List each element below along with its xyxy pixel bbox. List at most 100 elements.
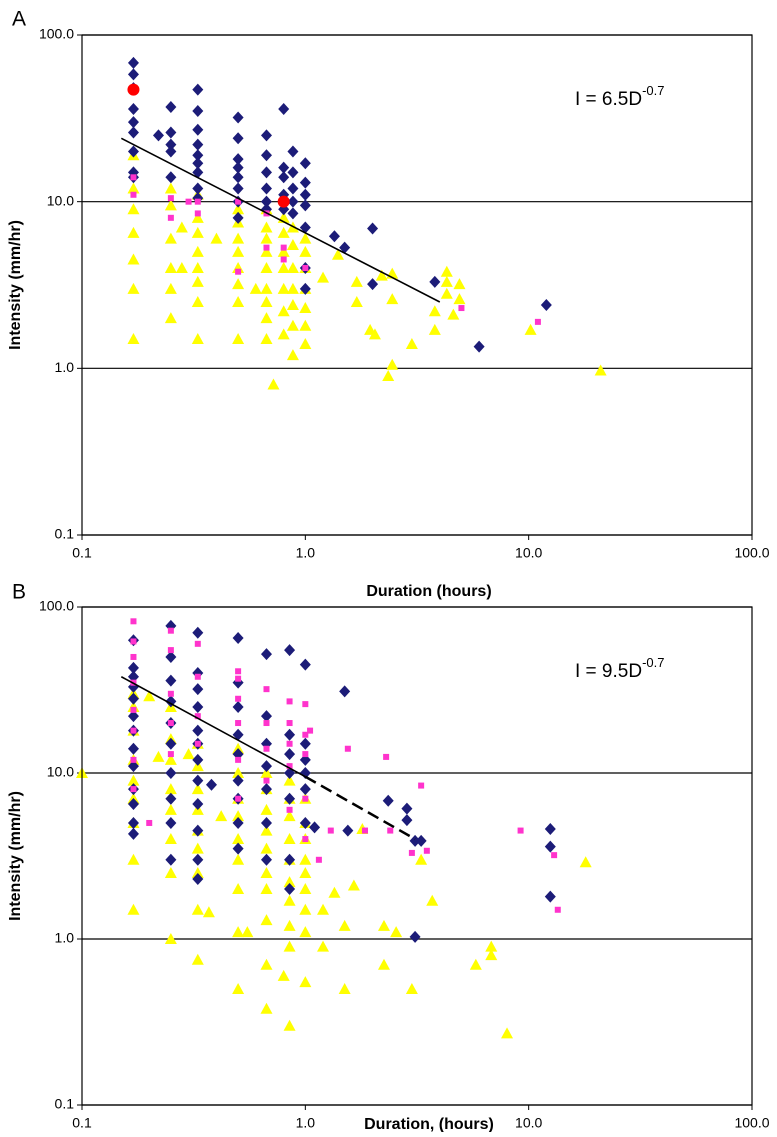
diamond-point [232,774,244,787]
diamond-point [192,182,204,195]
square-point [286,806,293,813]
square-point [423,847,430,854]
triangle-point [283,940,296,952]
triangle-point [382,369,395,381]
diamond-point [544,890,556,903]
triangle-point [286,238,299,250]
diamond-point [127,827,139,840]
diamond-point [287,182,299,195]
square-point [286,698,293,705]
y-tick-label: 100.0 [39,598,74,614]
triangle-point [299,883,312,895]
triangle-point [277,245,290,257]
x-tick-label: 10.0 [515,545,542,561]
square-point [263,745,270,752]
triangle-point [283,919,296,931]
triangle-point [260,883,273,895]
triangle-point [469,958,482,970]
triangle-point [191,261,204,273]
triangle-point [267,378,280,390]
triangle-point [277,261,290,273]
triangle-point [164,866,177,878]
diamond-point [127,116,139,129]
square-point [302,731,309,738]
triangle-point [260,842,273,854]
triangle-point [127,226,140,238]
triangle-point [283,1019,296,1031]
square-point [185,198,192,205]
diamond-point [299,176,311,189]
plot-area [82,35,752,535]
triangle-point [299,976,312,988]
triangle-point [241,926,254,938]
triangle-point [286,349,299,361]
triangle-point [390,926,403,938]
diamond-point [284,792,296,805]
diamond-point [232,700,244,713]
diamond-point [192,157,204,170]
triangle-point [164,833,177,845]
diamond-point [284,853,296,866]
diamond-point [192,824,204,837]
diamond-point [278,102,290,115]
diamond-point [232,111,244,124]
triangle-point [328,886,341,898]
triangle-point [127,253,140,265]
x-tick-label: 0.1 [72,545,92,561]
diamond-point [165,674,177,687]
annotation-text: I = 9.5D [575,661,642,682]
square-point [307,727,314,734]
triangle-point [232,203,245,215]
plot-frame [81,606,753,1106]
square-point [263,244,270,251]
triangle-point [283,833,296,845]
diamond-point [192,149,204,162]
triangle-point [232,767,245,778]
x-tick-label: 0.1 [72,1115,92,1131]
triangle-point [453,278,466,290]
triangle-point [232,296,245,308]
diamond-point [540,298,552,311]
y-axis-title: Intensity (mm/hr) [7,220,24,350]
square-point [280,244,287,251]
x-tick-label: 1.0 [296,545,316,561]
triangle-point [232,883,245,895]
triangle-point [232,926,245,938]
triangle-point [317,903,330,915]
diamond-point [232,182,244,195]
square-point [167,647,174,654]
diamond-point [544,822,556,835]
triangle-point [232,853,245,865]
triangle-point [249,282,262,294]
square-point [551,852,558,859]
triangle-point [377,919,390,931]
diamond-point [192,123,204,136]
triangle-point [191,866,204,878]
triangle-point [368,328,381,340]
square-point [167,720,174,727]
diamond-point [339,685,351,698]
triangle-point [143,690,156,702]
x-axis-title: Duration, (hours) [364,1116,494,1132]
triangle-point [594,364,607,376]
triangle-point [232,245,245,257]
square-point [167,751,174,758]
square-point [235,675,242,682]
square-point [263,720,270,727]
triangle-point [299,245,312,257]
triangle-point [127,282,140,294]
triangle-point [524,323,537,335]
diamond-point [192,83,204,96]
triangle-point [440,265,453,277]
diamond-point [127,816,139,829]
triangle-point [232,278,245,290]
triangle-point [164,803,177,815]
diamond-point [232,153,244,166]
triangle-point [286,298,299,310]
triangle-point [277,969,290,981]
diamond-point [232,171,244,184]
triangle-point [191,842,204,854]
diamond-point [127,760,139,773]
triangle-point [447,308,460,320]
triangle-point [377,958,390,970]
